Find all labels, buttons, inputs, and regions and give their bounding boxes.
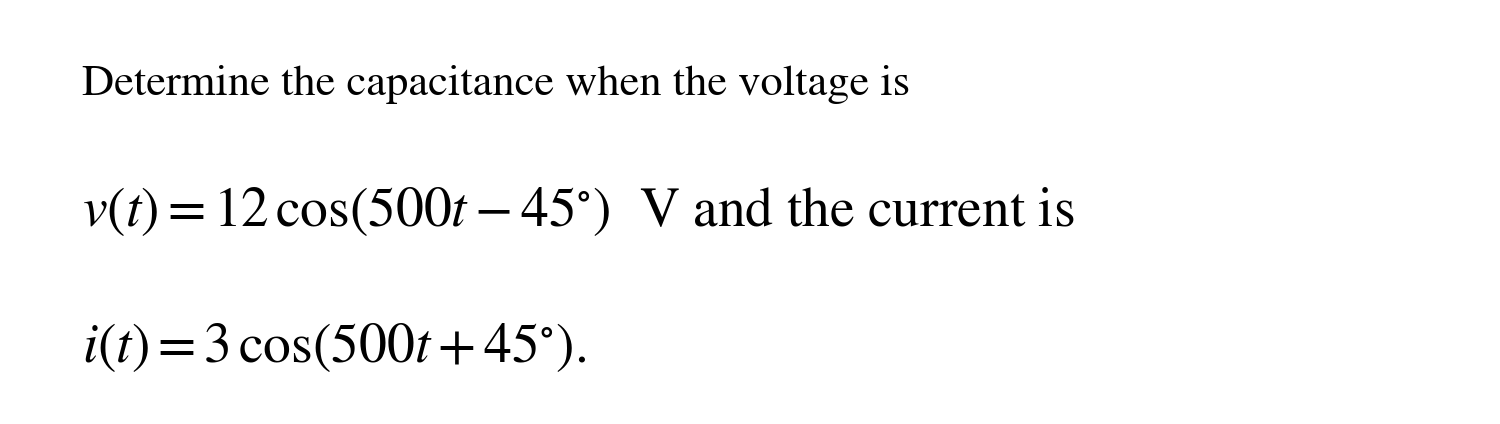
Text: $v(t) = 12\,\cos(500t - 45^{\circ})$  $\mathrm{V\ and\ the\ current\ is}$: $v(t) = 12\,\cos(500t - 45^{\circ})$ $\m… [82, 186, 1076, 238]
Text: $i(t) = 3\,\cos(500t + 45^{\circ}).$: $i(t) = 3\,\cos(500t + 45^{\circ}).$ [82, 321, 586, 374]
Text: Determine the capacitance when the voltage is: Determine the capacitance when the volta… [82, 65, 910, 104]
